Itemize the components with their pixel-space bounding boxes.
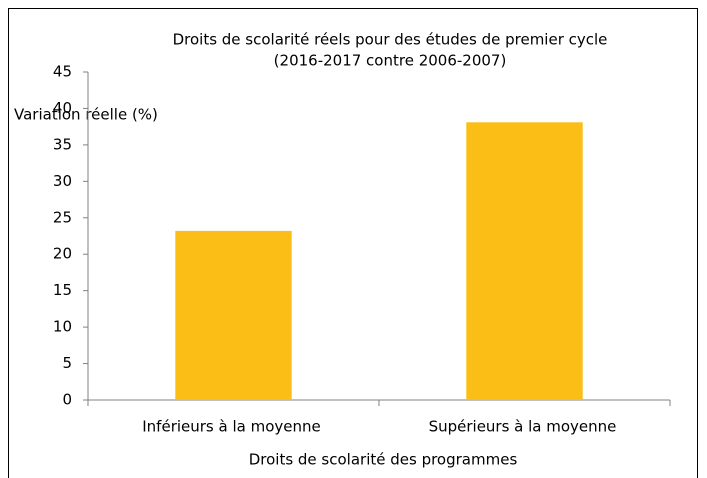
y-tick-label: 45	[53, 63, 72, 81]
y-tick-label: 0	[62, 391, 72, 409]
y-tick-label: 35	[53, 135, 72, 153]
bar	[466, 122, 583, 400]
y-tick-label: 30	[53, 172, 72, 190]
x-tick-label: Supérieurs à la moyenne	[429, 418, 617, 436]
y-tick-label: 10	[53, 318, 72, 336]
x-axis-label: Droits de scolarité des programmes	[249, 451, 518, 469]
y-tick-label: 5	[62, 354, 72, 372]
x-tick-label: Inférieurs à la moyenne	[142, 418, 320, 436]
chart-subtitle: (2016-2017 contre 2006-2007)	[274, 52, 507, 70]
y-axis-label: Variation réelle (%)	[14, 106, 158, 124]
y-tick-label: 40	[53, 99, 72, 117]
chart-border	[8, 8, 698, 478]
bar	[175, 230, 292, 400]
y-tick-label: 25	[53, 208, 72, 226]
chart-title: Droits de scolarité réels pour des étude…	[173, 31, 608, 49]
y-tick-label: 20	[53, 245, 72, 263]
y-tick-label: 15	[53, 281, 72, 299]
